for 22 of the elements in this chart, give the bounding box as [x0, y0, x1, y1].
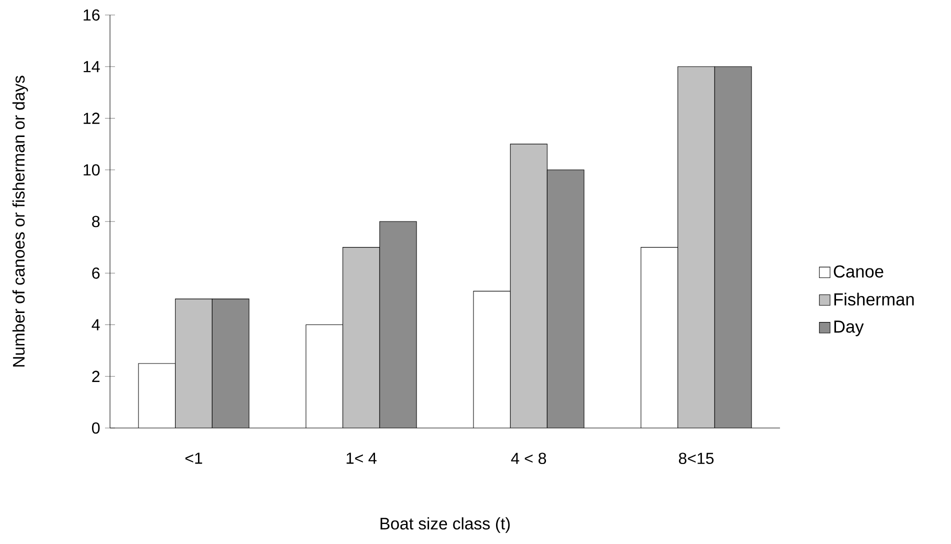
y-tick-label: 10	[84, 164, 100, 176]
legend-label: Day	[834, 320, 864, 336]
y-axis-title: Number of canoes or fisherman or days	[12, 76, 28, 367]
x-tick-label: <1	[185, 452, 202, 464]
y-tick-label: 2	[92, 370, 100, 382]
y-tick-label: 14	[84, 61, 100, 72]
bar	[175, 298, 212, 428]
bar	[678, 66, 715, 428]
y-tick-label: 0	[92, 422, 100, 434]
y-tick-label: 12	[84, 112, 100, 124]
legend-label: Canoe	[834, 265, 884, 278]
x-tick-label: 4 < 8	[511, 452, 546, 464]
x-tick-label: 8<15	[678, 452, 714, 464]
bar	[342, 247, 380, 428]
legend-label: Fisherman	[834, 292, 914, 306]
x-axis-title: Boat size class (t)	[380, 517, 510, 533]
y-tick-label: 8	[92, 216, 100, 228]
y-tick-label: 4	[92, 319, 100, 330]
bar	[510, 144, 548, 428]
y-tick-label: 16	[84, 9, 100, 21]
y-tick-label: 6	[92, 267, 100, 279]
x-tick-label: 1< 4	[346, 452, 377, 464]
